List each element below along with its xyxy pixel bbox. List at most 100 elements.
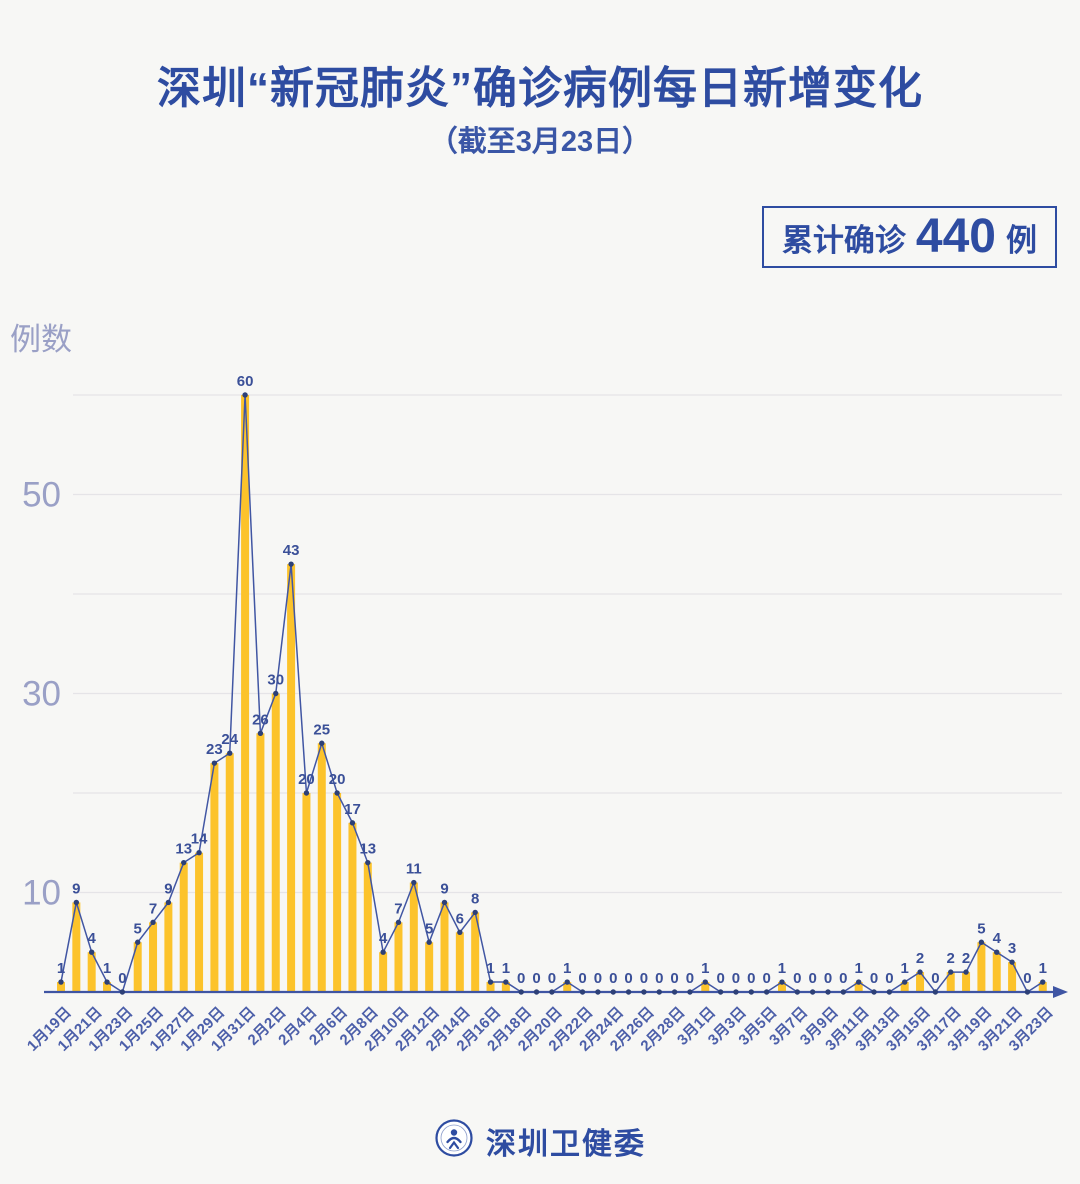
value-label: 9 — [164, 880, 172, 897]
bar — [348, 822, 357, 992]
footer: 深圳卫健委 — [0, 1118, 1080, 1163]
value-label: 7 — [149, 900, 157, 917]
data-point — [334, 790, 340, 796]
value-label: 4 — [88, 930, 97, 947]
data-point — [610, 989, 616, 995]
data-point — [932, 989, 939, 995]
data-point — [733, 989, 739, 995]
value-label: 17 — [344, 801, 361, 818]
value-label: 0 — [578, 970, 586, 987]
value-label: 30 — [267, 672, 284, 689]
value-label: 20 — [298, 771, 315, 788]
value-label: 0 — [670, 970, 678, 987]
value-label: 3 — [1008, 940, 1016, 957]
data-point — [257, 730, 264, 736]
value-label: 13 — [359, 841, 376, 858]
bar — [563, 982, 572, 992]
value-label: 2 — [962, 950, 970, 967]
cumulative-total-badge: 累计确诊 440 例 — [761, 206, 1057, 268]
bar — [701, 982, 710, 992]
bar — [946, 972, 955, 992]
value-label: 0 — [594, 970, 602, 987]
data-point — [227, 750, 233, 756]
data-point — [641, 989, 647, 995]
data-point — [518, 989, 524, 995]
page-subtitle: （截至3月23日） — [428, 126, 652, 158]
bar — [164, 902, 173, 992]
data-point — [840, 989, 847, 995]
data-point — [564, 979, 570, 985]
value-label: 5 — [977, 920, 985, 937]
data-point — [871, 989, 877, 995]
data-point — [119, 989, 126, 995]
value-label: 0 — [118, 970, 126, 987]
bar — [379, 952, 388, 992]
value-label: 0 — [762, 970, 770, 987]
data-point — [273, 690, 279, 697]
value-label: 23 — [206, 741, 223, 758]
bar — [992, 952, 1001, 992]
value-label: 1 — [103, 960, 111, 977]
data-point — [963, 969, 969, 975]
value-label: 0 — [640, 970, 648, 987]
data-point — [855, 979, 862, 985]
value-label: 1 — [778, 960, 786, 977]
page-title: 深圳“新冠肺炎”确诊病例每日新增变化 — [157, 64, 923, 113]
value-label: 0 — [532, 970, 540, 987]
data-point — [242, 392, 248, 398]
org-name: 深圳卫健委 — [486, 1127, 646, 1161]
value-label: 9 — [72, 880, 80, 897]
data-point — [73, 899, 80, 906]
bar — [333, 793, 342, 992]
value-label: 26 — [252, 711, 269, 728]
data-point — [809, 989, 816, 995]
data-point — [978, 939, 985, 945]
data-point — [779, 979, 785, 985]
bar — [287, 564, 296, 992]
value-label: 0 — [624, 970, 632, 987]
data-point — [917, 969, 923, 975]
data-point — [763, 989, 770, 995]
value-label: 5 — [425, 920, 433, 937]
value-label: 0 — [747, 970, 755, 987]
value-label: 1 — [57, 960, 65, 977]
y-tick-label: 50 — [22, 476, 61, 515]
data-point — [472, 909, 478, 916]
value-label: 0 — [870, 970, 878, 987]
bar — [425, 942, 434, 992]
data-point — [58, 979, 64, 985]
data-point — [625, 989, 632, 995]
bar — [149, 922, 158, 992]
bar — [1038, 982, 1047, 992]
bar — [133, 942, 142, 992]
data-point — [687, 989, 693, 995]
value-label: 1 — [1039, 960, 1047, 977]
bar — [501, 982, 510, 992]
data-point — [825, 989, 831, 995]
data-point — [395, 919, 402, 926]
data-point — [380, 949, 386, 955]
value-label: 0 — [732, 970, 740, 987]
bar — [854, 982, 863, 992]
bar — [103, 982, 112, 992]
value-label: 0 — [686, 970, 694, 987]
value-label: 4 — [379, 930, 388, 947]
data-point — [104, 979, 110, 985]
data-point — [656, 989, 662, 995]
data-point — [595, 989, 601, 995]
data-point — [411, 879, 417, 886]
bar — [1008, 962, 1017, 992]
data-point — [211, 760, 218, 766]
data-point — [717, 989, 724, 995]
bar — [455, 932, 464, 992]
value-label: 0 — [716, 970, 724, 987]
value-label: 1 — [901, 960, 909, 977]
data-point — [533, 989, 540, 995]
data-point — [1040, 979, 1046, 985]
value-label: 2 — [916, 950, 924, 967]
data-point — [748, 989, 754, 995]
data-point — [948, 969, 954, 975]
badge-total-value: 440 — [915, 210, 996, 263]
value-label: 0 — [839, 970, 847, 987]
